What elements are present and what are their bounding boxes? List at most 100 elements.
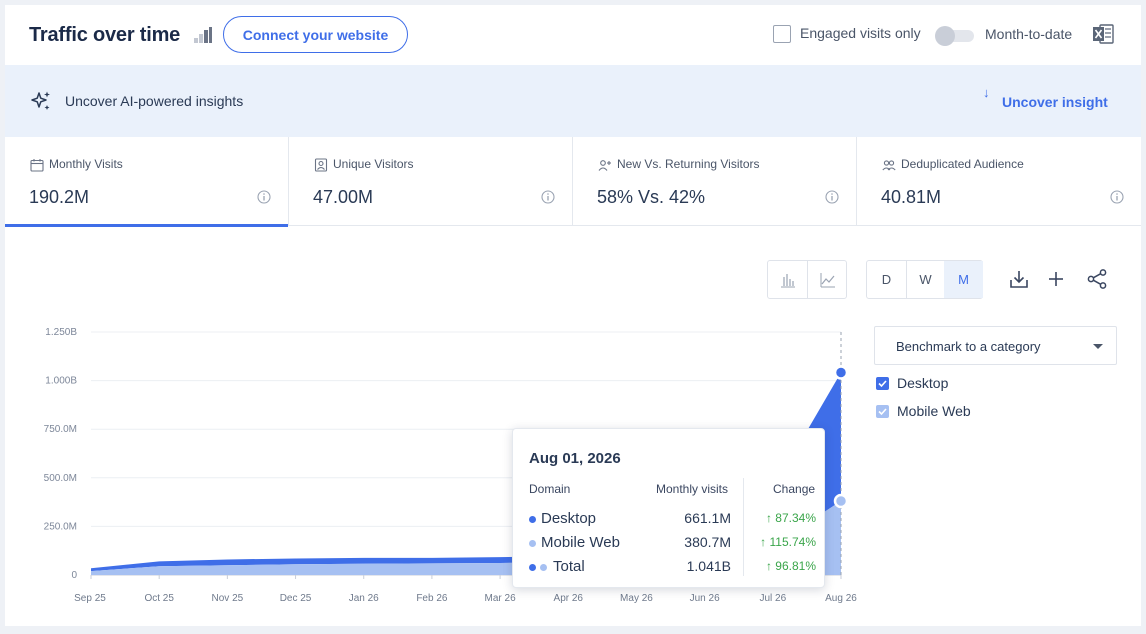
y-tick-label: 750.0M: [44, 424, 77, 435]
granularity-month-button[interactable]: M: [944, 261, 983, 298]
excel-export-icon[interactable]: [1091, 22, 1115, 46]
bar-rank-icon: [194, 27, 212, 43]
check-icon: [878, 380, 887, 388]
x-tick-label: Jan 26: [349, 593, 379, 604]
metric-label: New Vs. Returning Visitors: [617, 157, 760, 171]
engaged-visits-checkbox[interactable]: [773, 25, 791, 43]
tab-new-vs-returning[interactable]: New Vs. Returning Visitors 58% Vs. 42%: [573, 137, 857, 226]
info-icon[interactable]: [257, 190, 271, 204]
tooltip-row-name: Desktop: [541, 510, 597, 527]
sparkle-icon: [31, 91, 50, 110]
tooltip-row-value: 380.7M: [684, 534, 731, 550]
page-title: Traffic over time: [29, 24, 181, 46]
metric-tabs: Monthly Visits 190.2M Unique Visitors 47…: [5, 137, 1141, 227]
legend-label: Desktop: [897, 375, 949, 391]
mobile-point: [833, 493, 849, 509]
y-tick-label: 0: [71, 570, 77, 581]
download-icon[interactable]: [1008, 268, 1030, 290]
benchmark-label: Benchmark to a category: [896, 339, 1041, 354]
line-chart-icon: [820, 273, 835, 288]
metric-value: 47.00M: [313, 187, 374, 207]
tab-unique-visitors[interactable]: Unique Visitors 47.00M: [289, 137, 573, 226]
chart-tooltip: Aug 01, 2026 Domain Monthly visits Chang…: [512, 428, 825, 588]
divider: [906, 261, 907, 298]
divider: [807, 261, 808, 298]
line-chart-button[interactable]: [808, 261, 847, 298]
metric-label: Deduplicated Audience: [901, 157, 1024, 171]
ai-insights-text: Uncover AI-powered insights: [65, 93, 244, 109]
granularity-week-button[interactable]: W: [919, 272, 932, 287]
change-value: 96.81%: [775, 559, 816, 573]
calendar-icon: [30, 159, 44, 172]
users-icon: [882, 160, 896, 171]
x-tick-label: Aug 26: [825, 593, 857, 604]
toggle-knob: [935, 26, 955, 46]
check-icon: [878, 408, 887, 416]
x-tick-label: Oct 25: [144, 593, 174, 604]
tooltip-row-desktop: Desktop 661.1M ↑ 87.34%: [513, 510, 826, 530]
tab-monthly-visits[interactable]: Monthly Visits 190.2M: [5, 137, 289, 227]
share-icon[interactable]: [1086, 268, 1108, 290]
tooltip-col-domain: Domain: [529, 482, 571, 496]
benchmark-dropdown[interactable]: Benchmark to a category: [874, 326, 1117, 365]
tooltip-divider: [743, 478, 744, 576]
ai-insights-band: Uncover AI-powered insights ↓ Uncover in…: [5, 65, 1141, 137]
x-tick-label: Sep 25: [74, 593, 106, 604]
metric-value: 58% Vs. 42%: [597, 187, 706, 207]
arrow-up-icon: ↑: [765, 511, 776, 525]
traffic-card: Traffic over time Connect your website E…: [5, 5, 1141, 626]
tooltip-date: Aug 01, 2026: [529, 450, 621, 467]
x-tick-label: Nov 25: [212, 593, 244, 604]
metric-label: Monthly Visits: [49, 157, 123, 171]
arrow-up-icon: ↑: [760, 535, 770, 549]
arrow-down-icon: ↓: [983, 85, 990, 100]
granularity-toggle: D W M: [866, 260, 983, 299]
header: Traffic over time Connect your website E…: [5, 5, 1141, 65]
y-tick-label: 1.250B: [45, 327, 77, 338]
y-tick-label: 250.0M: [44, 521, 77, 532]
granularity-day-button[interactable]: D: [881, 272, 892, 287]
x-tick-label: Apr 26: [554, 593, 584, 604]
connect-website-button[interactable]: Connect your website: [223, 16, 408, 53]
x-tick-label: Dec 25: [280, 593, 312, 604]
tooltip-row-value: 661.1M: [684, 510, 731, 526]
user-plus-icon: [598, 160, 611, 171]
month-to-date-toggle[interactable]: [935, 26, 974, 46]
info-icon[interactable]: [1110, 190, 1124, 204]
legend-checkbox[interactable]: [876, 405, 889, 418]
bar-chart-icon: [780, 274, 795, 288]
x-tick-label: Jul 26: [759, 593, 786, 604]
change-value: 87.34%: [775, 511, 816, 525]
x-tick-label: Mar 26: [485, 593, 517, 604]
tooltip-row-change: ↑ 115.74%: [760, 535, 816, 549]
tooltip-row-name: Total: [553, 558, 585, 575]
tooltip-row-change: ↑ 96.81%: [766, 559, 816, 573]
metric-label: Unique Visitors: [333, 157, 414, 171]
tooltip-row-change: ↑ 87.34%: [766, 511, 816, 525]
tooltip-row-value: 1.041B: [686, 558, 731, 574]
y-tick-label: 1.000B: [45, 376, 77, 387]
total-point: [833, 365, 849, 380]
arrow-up-icon: ↑: [765, 559, 776, 573]
person-badge-icon: [314, 158, 328, 172]
mobile-dot: [540, 564, 547, 571]
change-value: 115.74%: [769, 535, 816, 549]
info-icon[interactable]: [825, 190, 839, 204]
bar-chart-button[interactable]: [768, 261, 807, 298]
legend-label: Mobile Web: [897, 403, 971, 419]
tooltip-col-change: Change: [773, 482, 816, 496]
tab-deduplicated-audience[interactable]: Deduplicated Audience 40.81M: [857, 137, 1141, 226]
tooltip-row-total: Total 1.041B ↑ 96.81%: [513, 558, 826, 578]
tooltip-col-visits: Monthly visits: [656, 482, 729, 496]
x-tick-label: Jun 26: [690, 593, 720, 604]
chart-type-toggle: [767, 260, 847, 299]
legend-checkbox[interactable]: [876, 377, 889, 390]
metric-value: 190.2M: [29, 187, 90, 207]
caret-down-icon: [1093, 344, 1103, 349]
x-tick-label: May 26: [620, 593, 653, 604]
info-icon[interactable]: [541, 190, 555, 204]
add-icon[interactable]: [1045, 268, 1067, 290]
desktop-dot: [529, 564, 536, 571]
metric-value: 40.81M: [881, 187, 942, 207]
y-tick-label: 500.0M: [44, 473, 77, 484]
